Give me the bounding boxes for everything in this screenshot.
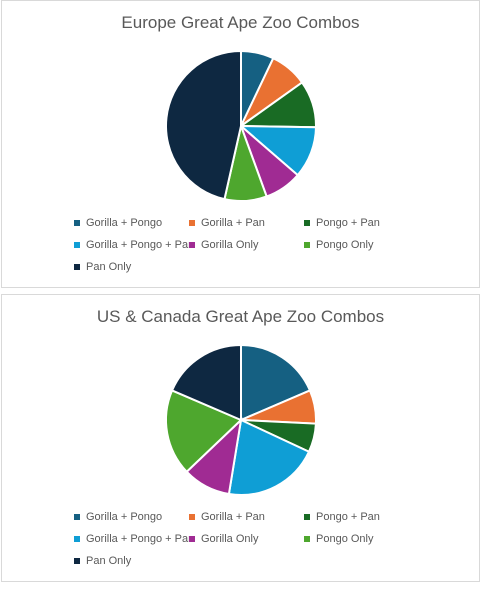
legend-item: Pongo + Pan: [304, 511, 380, 523]
legend-item: Pan Only: [74, 261, 131, 273]
legend-label: Gorilla + Pan: [201, 511, 265, 523]
legend-swatch: [74, 220, 80, 226]
legend-label: Gorilla + Pongo + Pan: [86, 239, 195, 251]
pie-slice-pan-only: [170, 343, 242, 422]
legend-label: Gorilla + Pan: [201, 217, 265, 229]
legend-swatch: [189, 536, 195, 542]
legend-label: Gorilla Only: [201, 533, 259, 545]
legend-swatch: [304, 242, 310, 248]
legend-swatch: [74, 242, 80, 248]
legend-label: Gorilla + Pongo + Pan: [86, 533, 195, 545]
legend-label: Gorilla + Pongo: [86, 217, 163, 229]
legend-item: Pongo Only: [304, 533, 373, 545]
legend-label: Pongo + Pan: [316, 511, 380, 523]
legend-swatch: [74, 558, 80, 564]
legend-label: Pongo + Pan: [316, 217, 380, 229]
legend-label: Gorilla Only: [201, 239, 259, 251]
legend-item: Gorilla + Pongo: [74, 511, 162, 523]
legend-swatch: [74, 514, 80, 520]
legend-item: Gorilla + Pan: [189, 217, 265, 229]
legend-label: Gorilla + Pongo: [86, 511, 163, 523]
legend-swatch: [304, 536, 310, 542]
legend-swatch: [189, 514, 195, 520]
legend-item: Pan Only: [74, 555, 131, 567]
pie-slice-pongo-only: [165, 389, 243, 474]
legend-label: Pan Only: [86, 261, 132, 273]
legend-swatch: [304, 514, 310, 520]
legend-item: Gorilla + Pongo + Pan: [74, 533, 194, 545]
europe-pie-chart: [165, 49, 318, 202]
pie-slice-gorilla-pongo-pan: [227, 418, 311, 496]
legend-item: Gorilla + Pongo: [74, 217, 162, 229]
legend-swatch: [74, 264, 80, 270]
legend-swatch: [189, 220, 195, 226]
pie-slice-gorilla-pongo: [240, 343, 312, 422]
legend-item: Pongo Only: [304, 239, 373, 251]
chart-title: US & Canada Great Ape Zoo Combos: [96, 307, 385, 326]
us-canada-chart-panel: US & Canada Great Ape Zoo Combos Gorilla…: [1, 294, 480, 582]
legend-label: Pongo Only: [316, 533, 374, 545]
legend-swatch: [189, 242, 195, 248]
legend-swatch: [304, 220, 310, 226]
legend-label: Pan Only: [86, 555, 132, 567]
legend-swatch: [74, 536, 80, 542]
europe-chart-panel: Europe Great Ape Zoo Combos Gorilla + Po…: [1, 0, 480, 288]
us-canada-pie-chart: [165, 343, 317, 496]
legend-item: Pongo + Pan: [304, 217, 380, 229]
legend-item: Gorilla + Pongo + Pan: [74, 239, 194, 251]
chart-title: Europe Great Ape Zoo Combos: [121, 13, 360, 32]
legend-item: Gorilla + Pan: [189, 511, 265, 523]
legend-label: Pongo Only: [316, 239, 374, 251]
legend-item: Gorilla Only: [189, 533, 258, 545]
legend-item: Gorilla Only: [189, 239, 258, 251]
pie-slice-pan-only: [165, 49, 242, 201]
